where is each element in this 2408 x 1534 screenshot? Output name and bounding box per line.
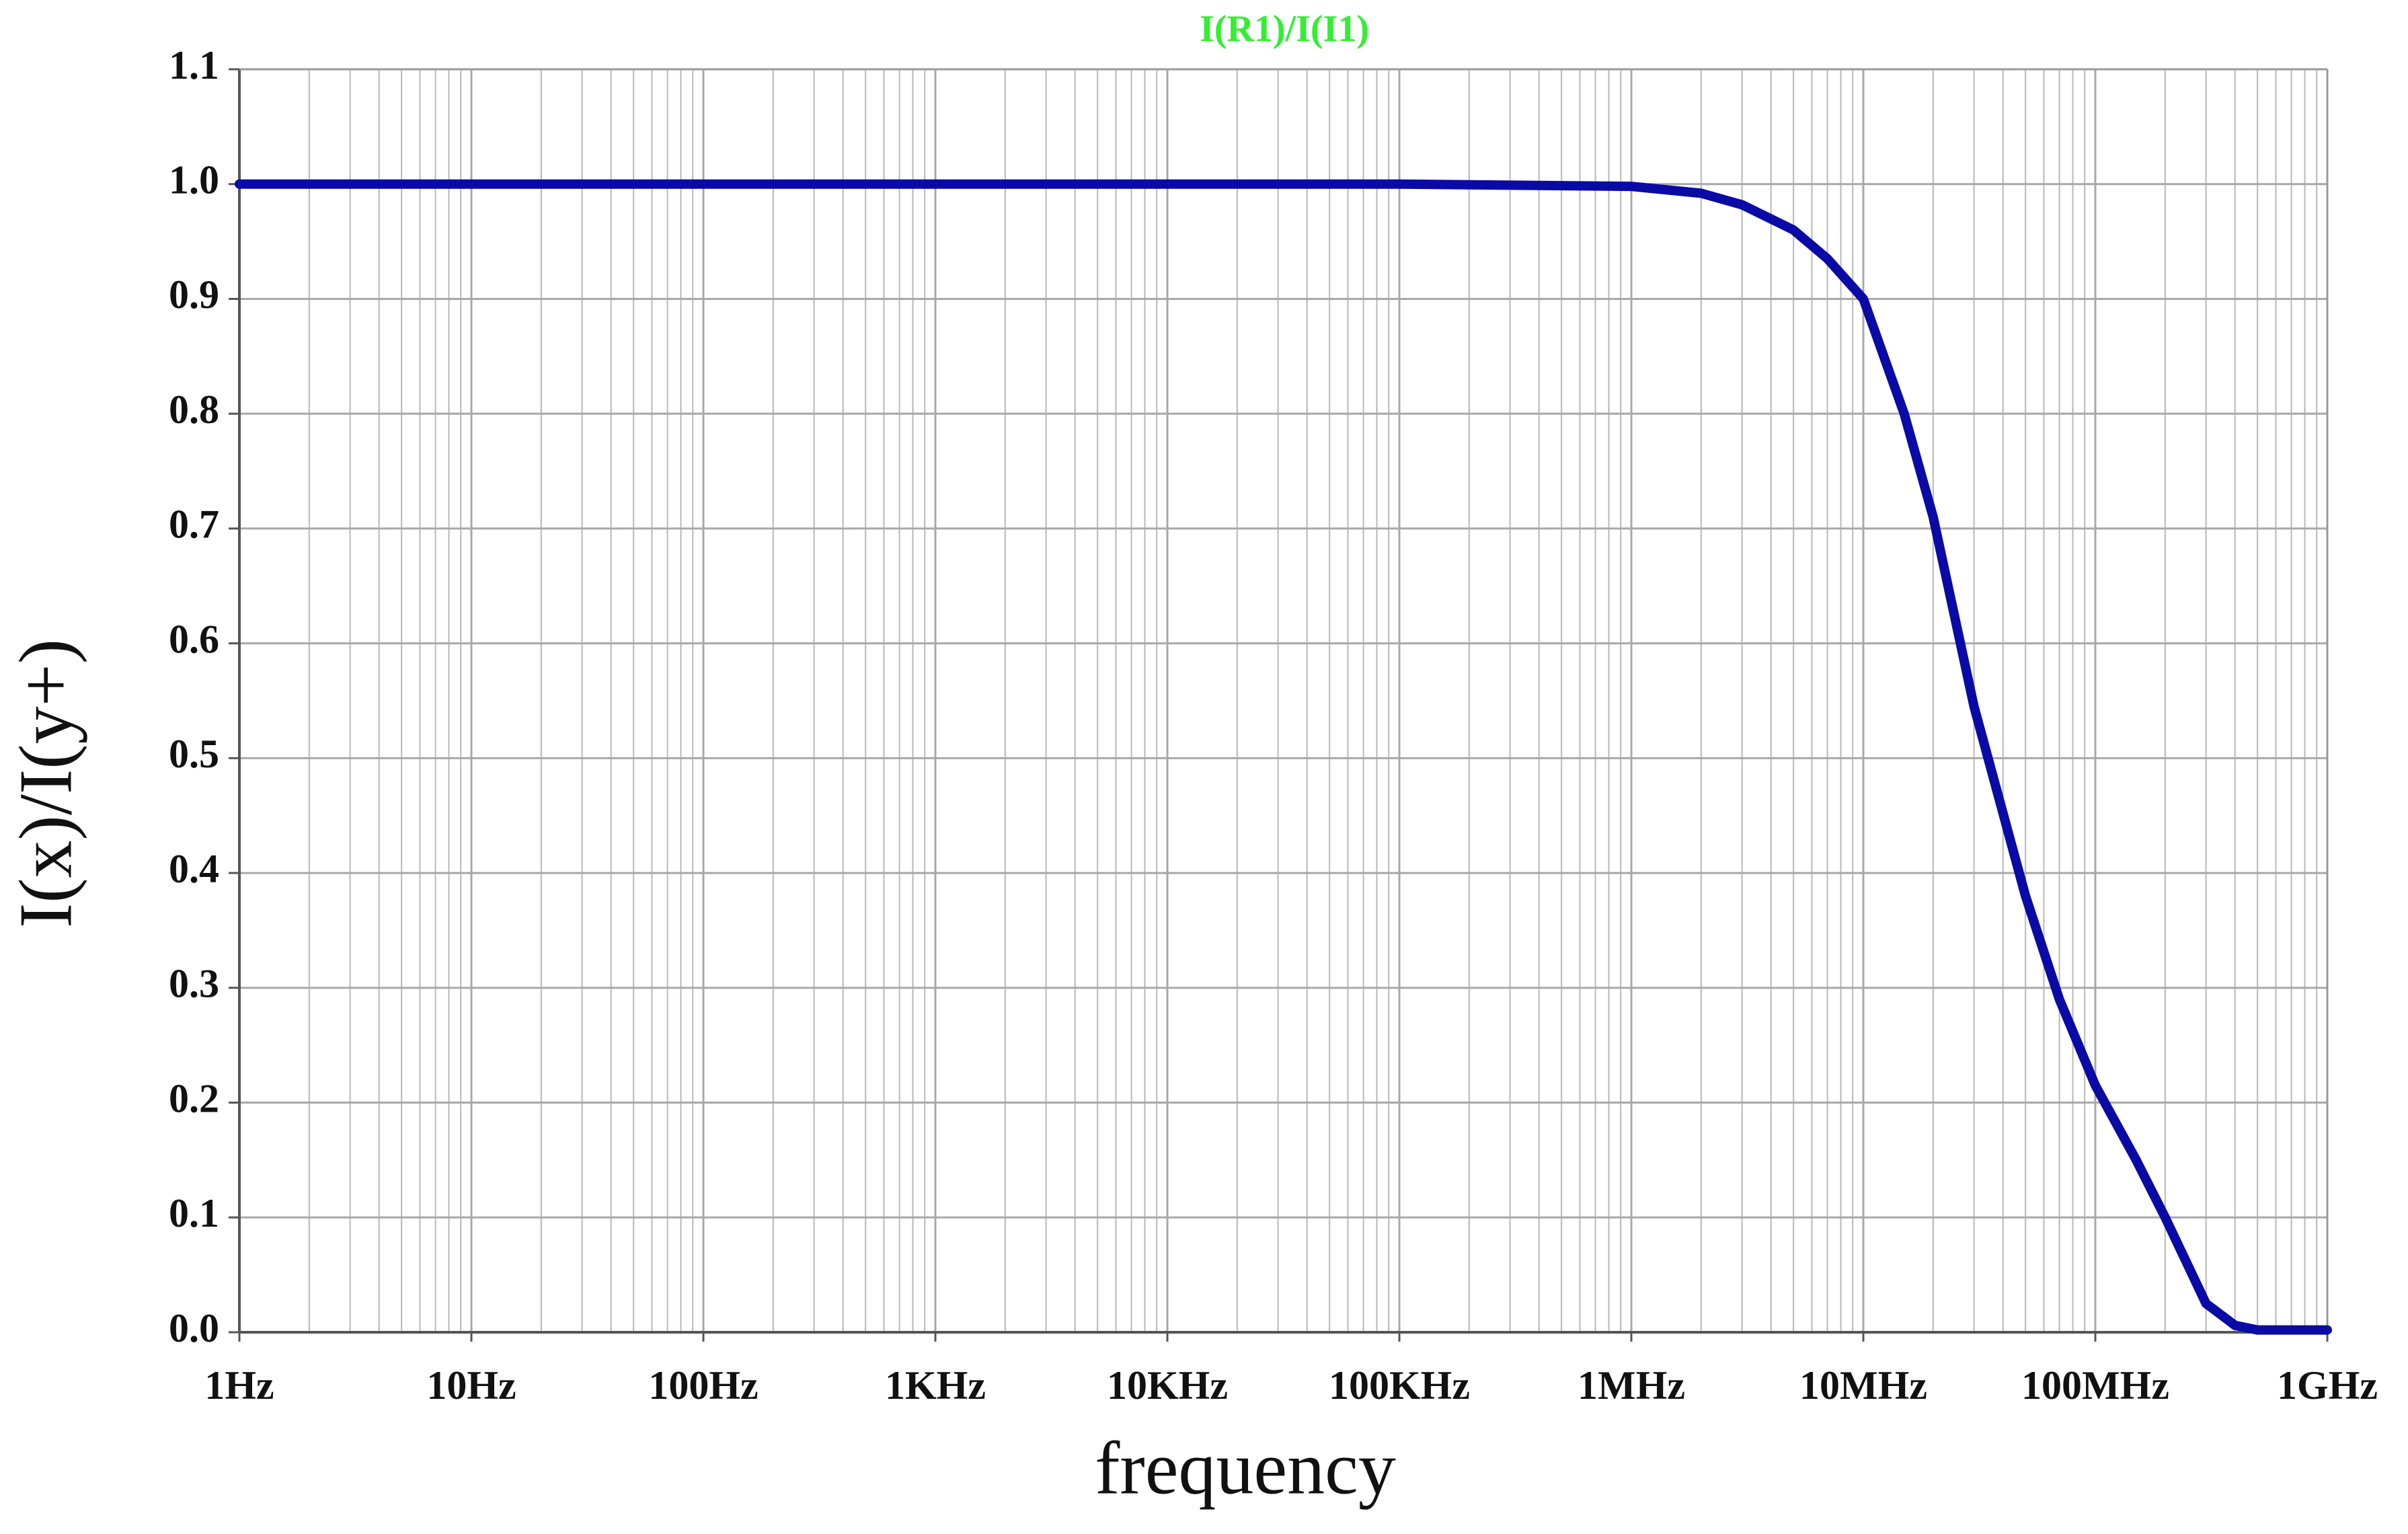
y-tick-label: 0.1 [169, 1191, 219, 1235]
data-line [235, 179, 2332, 1335]
x-tick-label: 1KHz [885, 1363, 986, 1408]
y-tick-label: 0.0 [169, 1306, 219, 1350]
x-tick-label: 10Hz [426, 1363, 516, 1408]
y-tick-label: 1.0 [169, 157, 219, 202]
y-tick-label: 0.8 [169, 387, 219, 432]
x-tick-label: 10MHz [1799, 1363, 1927, 1408]
y-tick-label: 0.5 [169, 732, 219, 776]
y-tick-label: 0.2 [169, 1076, 219, 1120]
x-tick-label: 100MHz [2021, 1363, 2169, 1408]
y-tick-label: 0.7 [169, 502, 219, 547]
x-axis-title: frequency [1095, 1427, 1396, 1510]
y-tick-label: 0.6 [169, 617, 219, 661]
x-tick-label: 100Hz [648, 1363, 758, 1408]
grid [238, 68, 2329, 1334]
y-axis-title: I(x)/I(y+) [5, 639, 88, 928]
x-tick-label: 1GHz [2277, 1363, 2378, 1408]
x-tick-label: 10KHz [1107, 1363, 1228, 1408]
y-tick-label: 0.9 [169, 272, 219, 317]
chart-title: I(R1)/I(I1) [1200, 8, 1369, 50]
x-tick-label: 1Hz [204, 1363, 274, 1408]
y-tick-label: 0.4 [169, 847, 219, 891]
x-tick-label: 1MHz [1578, 1363, 1685, 1408]
y-tick-label: 1.1 [169, 43, 219, 87]
y-tick-label: 0.3 [169, 962, 219, 1006]
x-tick-label: 100KHz [1329, 1363, 1470, 1408]
